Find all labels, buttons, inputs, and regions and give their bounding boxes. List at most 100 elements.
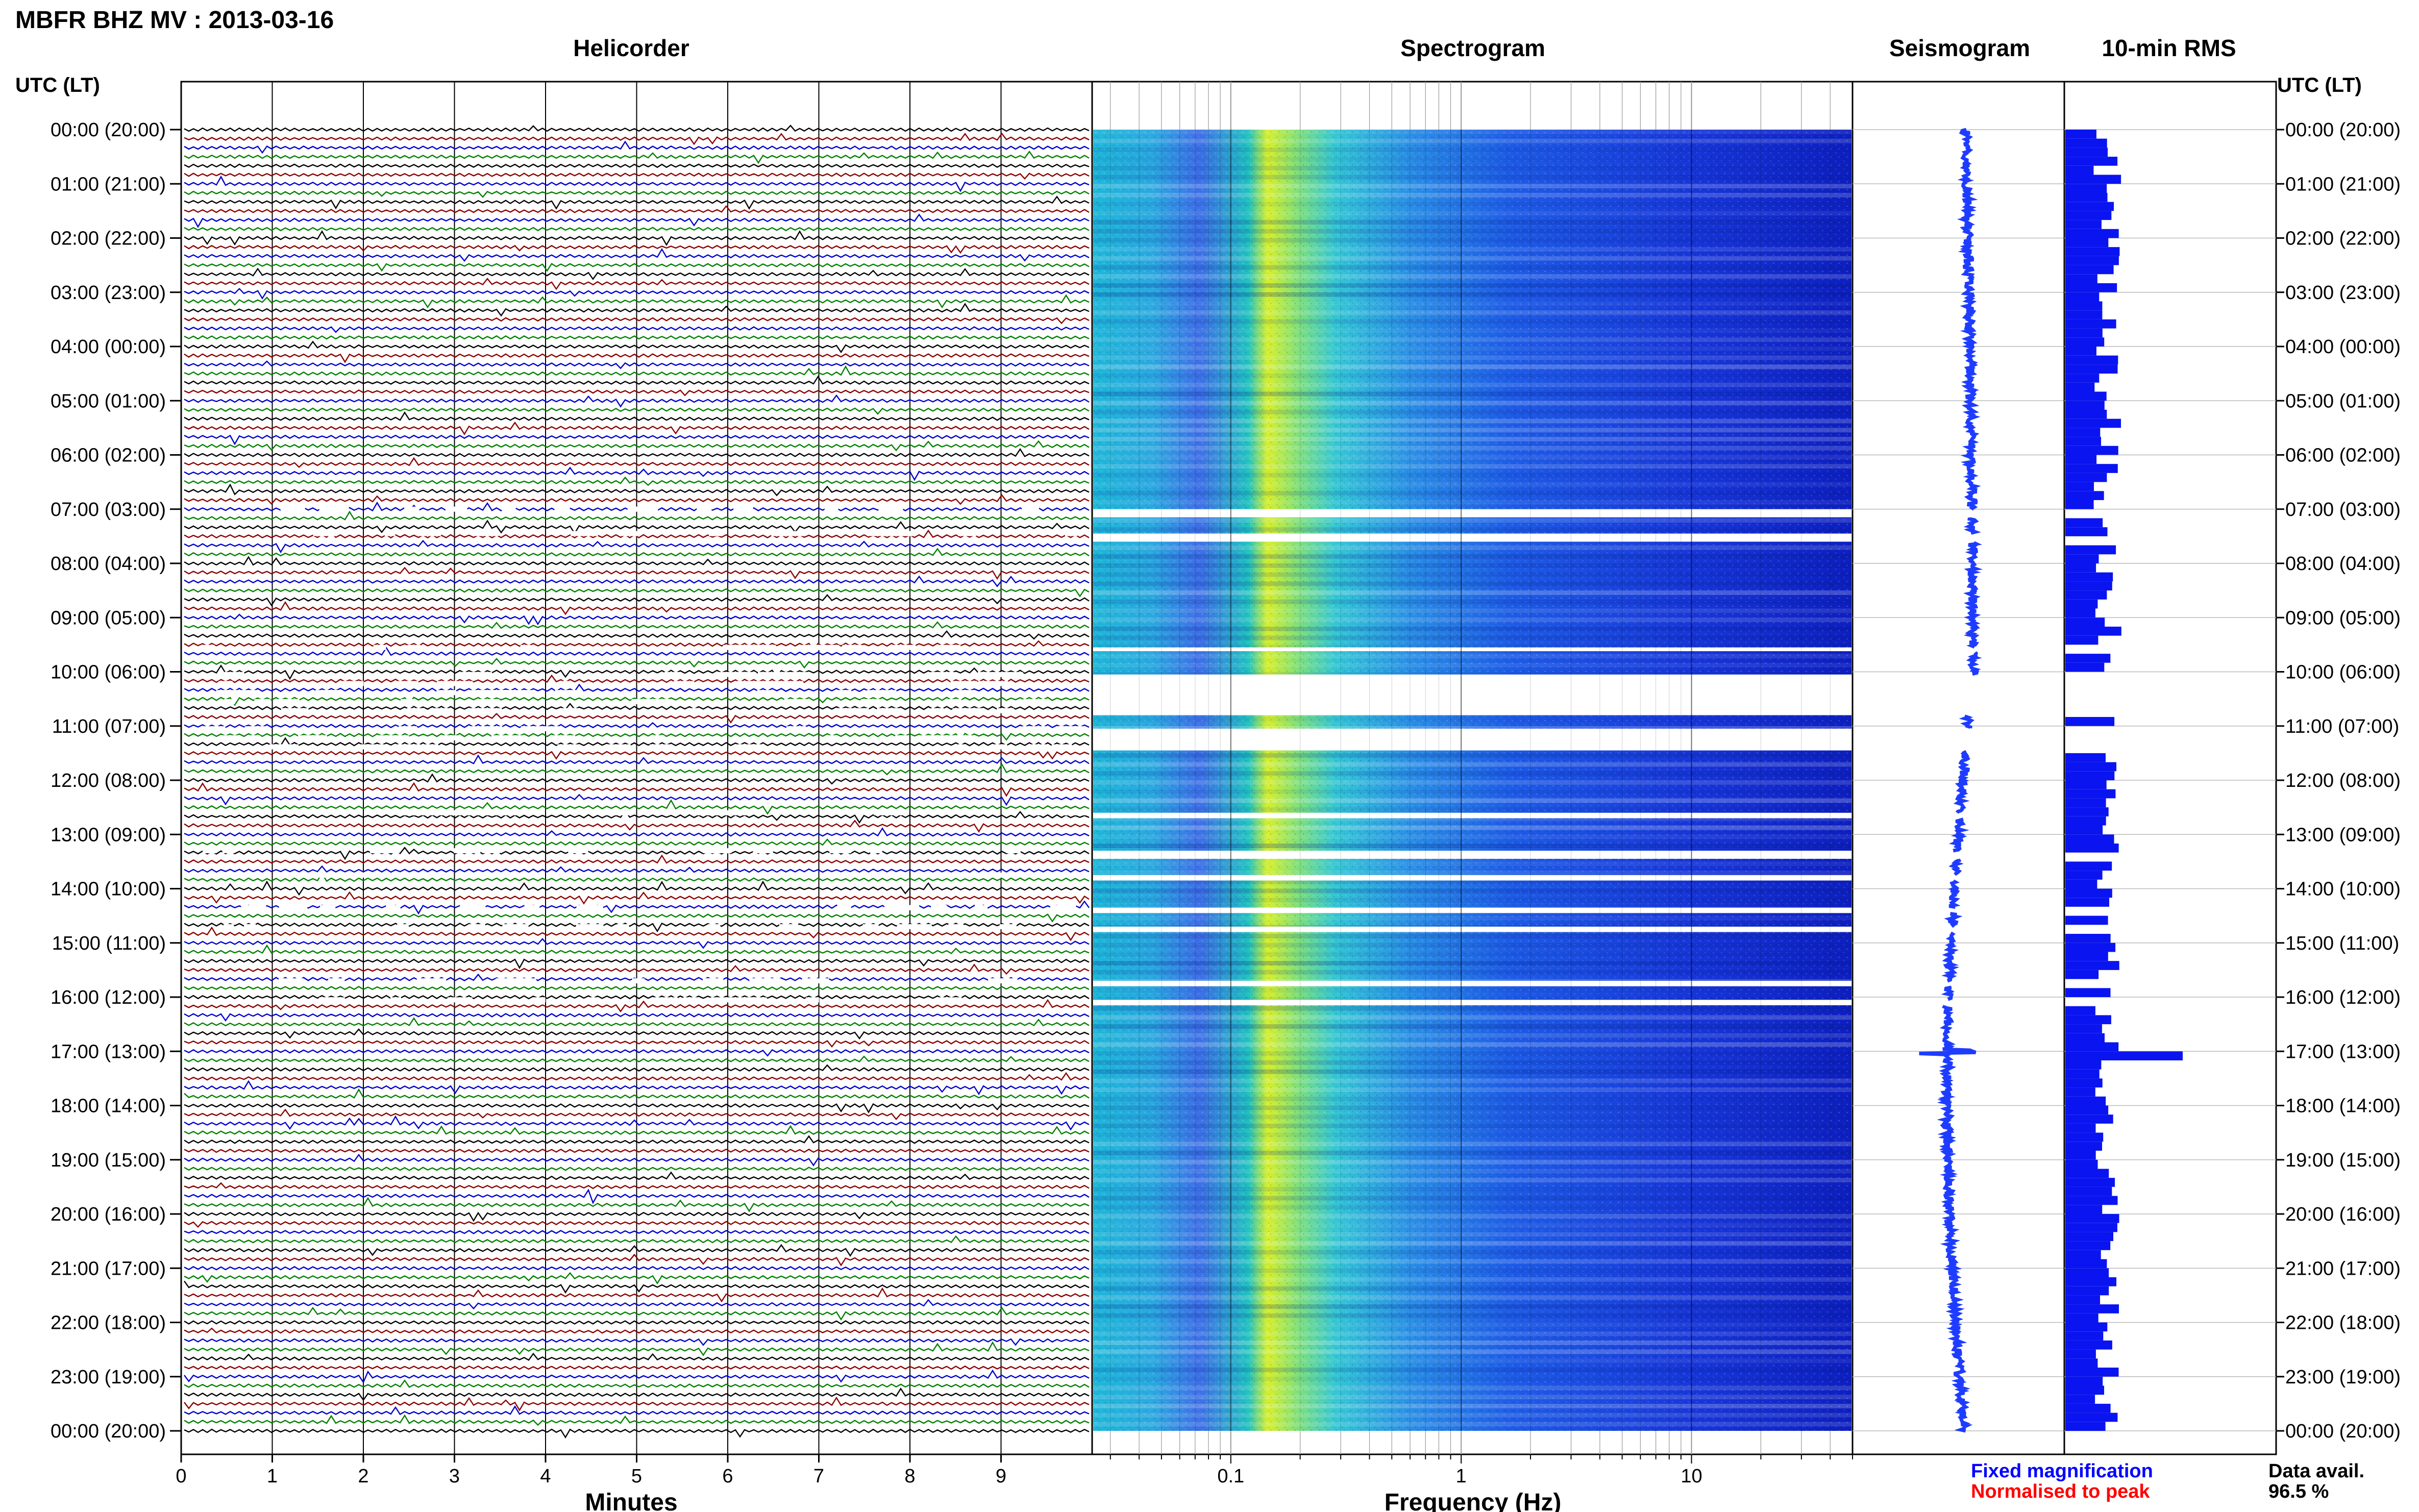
- helicorder-trace: [184, 360, 1090, 369]
- helicorder-gap-segment: [216, 690, 230, 696]
- helicorder-gap-segment: [703, 848, 721, 854]
- spectrogram-row-stripe: [1093, 1132, 1852, 1137]
- rms-bar: [2065, 898, 2109, 907]
- helicorder-gap-segment: [937, 997, 962, 1003]
- helicorder-gap-segment: [978, 681, 1008, 686]
- spectrogram-texture: [1093, 130, 1852, 1431]
- time-tick-label-right: 14:00 (10:00): [2285, 879, 2401, 900]
- helicorder-gap-segment: [775, 872, 799, 878]
- helicorder-x-axis-label: Minutes: [585, 1489, 677, 1512]
- helicorder-gap-segment: [246, 735, 260, 740]
- helicorder-gap-segment: [400, 810, 417, 815]
- spectrogram-gap: [1093, 729, 1852, 751]
- rms-bar: [2065, 1214, 2119, 1223]
- spectrogram-gap: [1093, 907, 1852, 913]
- rms-bar: [2065, 934, 2111, 943]
- rms-bar: [2065, 401, 2105, 410]
- helicorder-trace: [184, 922, 1090, 933]
- rms-bar: [2065, 871, 2103, 880]
- time-tick-label-left: 16:00 (12:00): [51, 987, 166, 1008]
- rms-bar: [2065, 445, 2118, 455]
- spectrogram-row-stripe: [1093, 1368, 1852, 1372]
- spectrogram-row-stripe: [1093, 726, 1852, 731]
- helicorder-gap-segment: [958, 531, 977, 536]
- helicorder-gap-segment: [430, 708, 452, 713]
- helicorder-trace: [184, 394, 1090, 408]
- spectrogram-row-stripe: [1093, 590, 1852, 595]
- spectrogram-row-stripe: [1093, 988, 1852, 993]
- helicorder-gap-segment: [999, 924, 1017, 929]
- helicorder-trace: [184, 1115, 1090, 1131]
- rms-bar: [2065, 319, 2116, 329]
- helicorder-gap-segment: [977, 672, 994, 677]
- rms-bar: [2065, 238, 2109, 247]
- helicorder-trace: [184, 737, 1090, 747]
- data-availability-label: Data avail.: [2268, 1460, 2364, 1482]
- helicorder-gap-segment: [424, 744, 438, 750]
- helicorder-trace: [184, 1414, 1090, 1426]
- helicorder-gap-segment: [506, 690, 536, 696]
- time-tick-label-right: 12:00 (08:00): [2285, 770, 2401, 791]
- helicorder-trace: [184, 647, 1090, 656]
- spectrogram-gap: [1093, 812, 1852, 819]
- spectrogram-row-stripe: [1093, 617, 1852, 623]
- helicorder-gap-segment: [779, 672, 800, 677]
- helicorder-trace: [184, 195, 1090, 210]
- rms-bar: [2065, 943, 2116, 952]
- rms-bar: [2065, 635, 2099, 645]
- helicorder-trace: [184, 457, 1090, 468]
- helicorder-trace: [184, 575, 1090, 587]
- spectrogram-row-stripe: [1093, 1313, 1852, 1318]
- helicorder-gap-segment: [835, 690, 852, 696]
- helicorder-trace: [184, 799, 1090, 815]
- helicorder-trace: [184, 566, 1090, 580]
- helicorder-gap-segment: [631, 699, 655, 704]
- helicorder-trace: [184, 1148, 1090, 1153]
- helicorder-gap-segment: [436, 681, 462, 686]
- helicorder-trace: [184, 1299, 1090, 1310]
- helicorder-x-tick-label: 5: [631, 1466, 642, 1487]
- rms-bar: [2065, 138, 2107, 148]
- spectrogram-row-stripe: [1093, 780, 1852, 785]
- rms-bar: [2065, 283, 2117, 292]
- spectrogram-row-stripe: [1093, 807, 1852, 812]
- helicorder-gap-segment: [222, 848, 235, 854]
- rms-bar: [2065, 1268, 2109, 1277]
- helicorder-gap-segment: [475, 531, 499, 536]
- rms-bar: [2065, 1277, 2116, 1286]
- spectrogram-row-stripe: [1093, 898, 1852, 903]
- rms-bar: [2065, 310, 2103, 319]
- helicorder-gap-segment: [1029, 744, 1049, 750]
- helicorder-trace: [184, 722, 1090, 729]
- helicorder-gap-segment: [710, 997, 734, 1003]
- spectrogram-row-stripe: [1093, 1385, 1852, 1391]
- helicorder-trace: [184, 674, 1090, 683]
- helicorder-gap-segment: [491, 735, 514, 740]
- helicorder-gap-segment: [874, 810, 902, 815]
- rms-bar: [2065, 410, 2107, 419]
- rms-bar: [2065, 1060, 2102, 1070]
- helicorder-gap-segment: [992, 744, 1007, 750]
- helicorder-trace: [184, 773, 1090, 785]
- spectrogram-row-stripe: [1093, 934, 1852, 938]
- spectrogram-row-stripe: [1093, 455, 1852, 460]
- helicorder-gap-segment: [447, 997, 473, 1003]
- helicorder-trace: [184, 248, 1090, 262]
- helicorder-gap-segment: [477, 699, 500, 704]
- spectrogram-row-stripe: [1093, 1006, 1852, 1011]
- helicorder-trace: [184, 411, 1090, 421]
- spectrogram-row-stripe: [1093, 1331, 1852, 1336]
- helicorder-x-tick-label: 3: [449, 1466, 460, 1487]
- rms-bar: [2065, 554, 2099, 563]
- spectrogram-gap: [1093, 647, 1852, 652]
- helicorder-gap-segment: [621, 531, 638, 536]
- rms-bar: [2065, 1295, 2100, 1305]
- spectrogram-row-stripe: [1093, 319, 1852, 324]
- spectrogram-row-stripe: [1093, 672, 1852, 677]
- helicorder-gap-segment: [796, 672, 809, 677]
- rms-bar: [2065, 915, 2108, 925]
- helicorder-trace: [184, 1287, 1090, 1303]
- helicorder-trace: [184, 466, 1090, 481]
- spectrogram-gap: [1093, 674, 1852, 715]
